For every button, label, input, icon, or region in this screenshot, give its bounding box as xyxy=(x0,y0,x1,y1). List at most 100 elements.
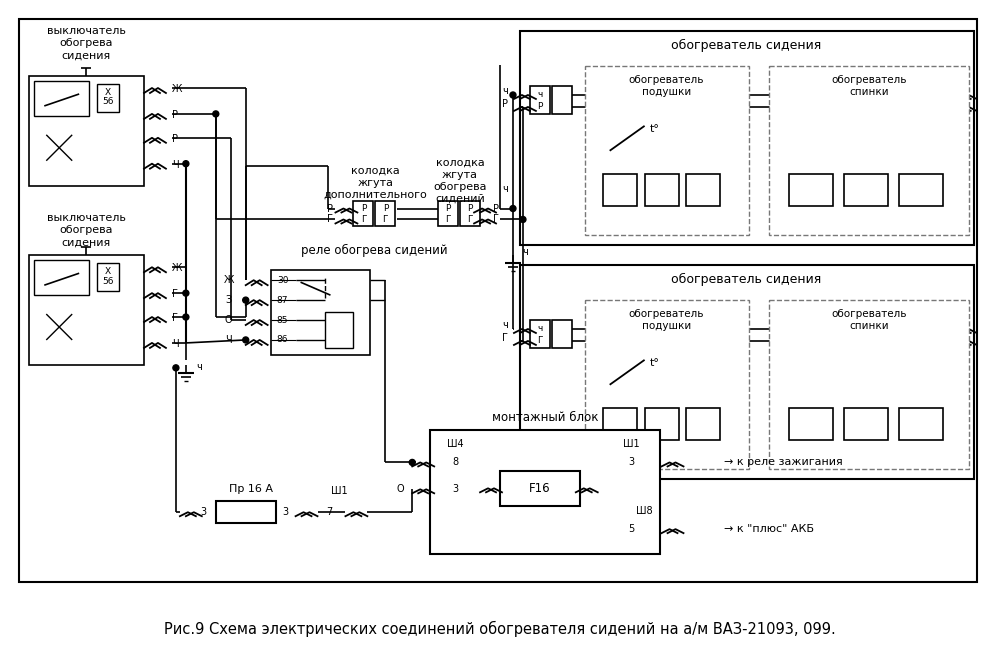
Bar xyxy=(439,200,459,227)
Bar xyxy=(461,200,481,227)
Text: обогреватель: обогреватель xyxy=(628,309,704,319)
Circle shape xyxy=(243,297,249,303)
Text: X: X xyxy=(105,267,111,276)
Bar xyxy=(644,407,678,440)
Bar xyxy=(584,66,749,235)
Bar xyxy=(29,76,144,185)
Bar xyxy=(789,174,833,206)
Text: ч: ч xyxy=(502,86,507,96)
Text: 3: 3 xyxy=(628,457,634,468)
Text: 86: 86 xyxy=(277,335,289,345)
Text: Ш4: Ш4 xyxy=(447,438,464,449)
Bar xyxy=(29,255,144,365)
Bar xyxy=(584,300,749,470)
Bar xyxy=(844,407,888,440)
Text: Ж: Ж xyxy=(172,84,183,94)
Text: Г: Г xyxy=(501,333,507,343)
Bar xyxy=(376,200,396,227)
Text: Г: Г xyxy=(328,214,334,225)
Text: обогрева: обогрева xyxy=(434,181,487,192)
Text: 8: 8 xyxy=(453,457,459,468)
Bar xyxy=(899,174,943,206)
Bar xyxy=(899,407,943,440)
Text: обогрева: обогрева xyxy=(59,38,113,48)
Text: 30: 30 xyxy=(277,276,289,285)
Bar xyxy=(34,81,89,116)
Text: О: О xyxy=(225,315,233,325)
Bar xyxy=(942,320,957,348)
Text: ч: ч xyxy=(522,248,527,257)
Text: Г: Г xyxy=(172,313,178,323)
Text: Р: Р xyxy=(172,110,178,120)
Text: ч: ч xyxy=(196,362,202,372)
Text: жгута: жгута xyxy=(443,170,479,179)
Bar xyxy=(500,472,579,506)
Text: 87: 87 xyxy=(277,295,289,305)
Bar xyxy=(34,260,89,295)
Text: Р: Р xyxy=(383,204,388,213)
Text: 56: 56 xyxy=(102,276,114,286)
Text: Г: Г xyxy=(383,215,388,224)
Circle shape xyxy=(183,314,189,320)
Bar xyxy=(326,312,354,348)
Bar xyxy=(97,263,119,291)
Text: спинки: спинки xyxy=(849,321,889,331)
Text: Р: Р xyxy=(446,204,451,213)
Text: Г: Г xyxy=(172,289,178,299)
Text: Г: Г xyxy=(361,215,366,224)
Bar xyxy=(551,86,571,114)
Bar xyxy=(519,265,974,479)
Bar xyxy=(19,19,977,582)
Text: → к реле зажигания: → к реле зажигания xyxy=(724,457,843,468)
Bar xyxy=(769,66,969,235)
Bar xyxy=(529,320,549,348)
Bar xyxy=(431,430,659,554)
Text: обогрева: обогрева xyxy=(59,225,113,235)
Bar xyxy=(271,271,371,355)
Text: дополнительного: дополнительного xyxy=(324,189,428,200)
Text: обогреватель: обогреватель xyxy=(831,75,907,85)
Text: Г: Г xyxy=(446,215,451,224)
Text: ч: ч xyxy=(502,183,507,194)
Text: Пр 16 А: Пр 16 А xyxy=(229,484,273,495)
Bar xyxy=(844,174,888,206)
Bar xyxy=(942,86,957,114)
Text: О: О xyxy=(397,484,404,495)
Circle shape xyxy=(519,216,525,223)
Text: монтажный блок: монтажный блок xyxy=(492,411,598,424)
Text: ч: ч xyxy=(537,324,542,333)
Text: 3: 3 xyxy=(453,484,459,495)
Bar xyxy=(519,31,974,246)
Text: подушки: подушки xyxy=(642,87,691,97)
Bar xyxy=(789,407,833,440)
Text: Г: Г xyxy=(537,337,542,345)
Text: Ж: Ж xyxy=(224,275,234,285)
Bar xyxy=(769,300,969,470)
Text: подушки: подушки xyxy=(642,321,691,331)
Text: Р: Р xyxy=(172,134,178,144)
Text: Р: Р xyxy=(501,99,507,109)
Circle shape xyxy=(183,160,189,166)
Text: обогреватель сидения: обогреватель сидения xyxy=(671,272,821,286)
Text: Р: Р xyxy=(328,204,334,214)
Text: 85: 85 xyxy=(277,316,289,324)
Text: Ш8: Ш8 xyxy=(636,506,653,516)
Text: Ш1: Ш1 xyxy=(331,486,348,496)
Bar xyxy=(686,174,720,206)
Text: колодка: колодка xyxy=(436,158,485,168)
Text: Ч: Ч xyxy=(172,339,179,349)
Text: 7: 7 xyxy=(327,507,333,517)
Text: обогреватель сидения: обогреватель сидения xyxy=(671,39,821,52)
Text: Ч: Ч xyxy=(172,160,179,170)
Text: ч: ч xyxy=(502,320,507,330)
Bar xyxy=(551,320,571,348)
Bar xyxy=(354,200,374,227)
Text: t°: t° xyxy=(649,358,659,368)
Text: Г: Г xyxy=(468,215,473,224)
Text: сидения: сидения xyxy=(62,50,111,60)
Circle shape xyxy=(183,290,189,296)
Text: Рис.9 Схема электрических соединений обогревателя сидений на а/м ВАЗ-21093, 099.: Рис.9 Схема электрических соединений обо… xyxy=(164,621,836,637)
Text: Ч: Ч xyxy=(226,335,232,345)
Text: Р: Р xyxy=(361,204,366,213)
Text: Р: Р xyxy=(494,204,500,214)
